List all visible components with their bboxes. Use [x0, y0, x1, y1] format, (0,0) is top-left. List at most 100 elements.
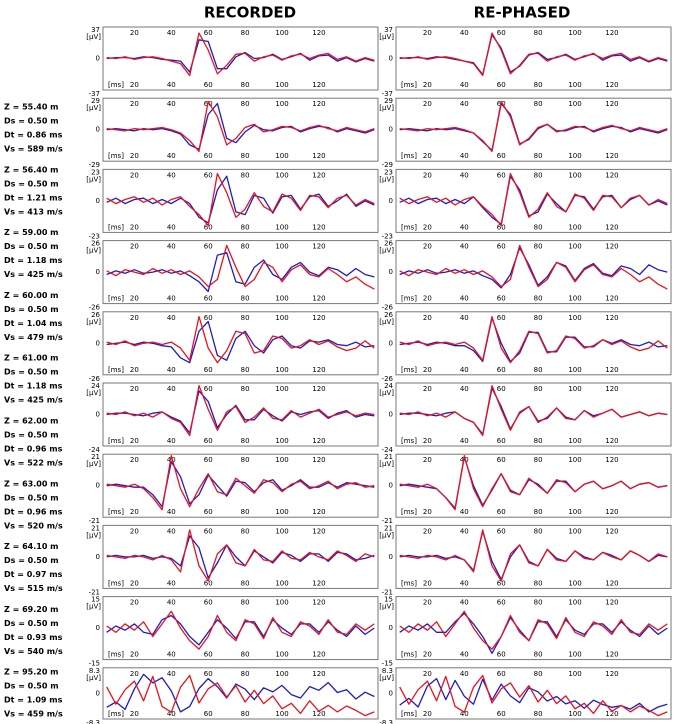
- x-tick-label: 60: [204, 599, 213, 607]
- x-tick-label: 40: [460, 508, 469, 516]
- waveform: [399, 100, 668, 153]
- row-label: Ds = 0.50 m: [4, 431, 59, 440]
- x-tick-label: 60: [204, 651, 213, 659]
- x-tick-label: 100: [275, 243, 288, 251]
- row-label: Vs = 522 m/s: [4, 459, 63, 468]
- x-axis-label: [ms]: [108, 710, 124, 718]
- row-label: Dt = 0.96 ms: [4, 507, 63, 516]
- y-tick-label: 15: [384, 596, 393, 604]
- x-tick-label: 80: [534, 710, 543, 718]
- row-label: Z = 55.40 m: [4, 103, 59, 112]
- waveform: [106, 244, 375, 290]
- x-tick-label: 120: [312, 670, 325, 678]
- y-tick-label: -15: [89, 660, 100, 668]
- waveform: [106, 100, 375, 153]
- y-tick-label: 37: [91, 26, 100, 34]
- x-tick-label: 20: [423, 152, 432, 160]
- x-tick-label: 80: [241, 100, 250, 108]
- x-tick-label: 40: [167, 456, 176, 464]
- x-tick-label: 100: [568, 152, 581, 160]
- x-tick-label: 20: [130, 508, 139, 516]
- x-tick-label: 40: [460, 29, 469, 37]
- x-tick-label: 40: [167, 670, 176, 678]
- waveform: [106, 674, 375, 717]
- x-tick-label: 40: [460, 599, 469, 607]
- waveform: [106, 535, 375, 579]
- row-label: Z = 69.20 m: [4, 605, 59, 614]
- y-tick-label: -23: [382, 232, 393, 240]
- row-label: Ds = 0.50 m: [4, 619, 59, 628]
- row-label: Vs = 479 m/s: [4, 333, 63, 342]
- y-tick-label: 0: [96, 126, 100, 134]
- x-tick-label: 100: [275, 437, 288, 445]
- x-tick-label: 40: [460, 710, 469, 718]
- x-tick-label: 100: [568, 508, 581, 516]
- panel: -26 0 26[µV] 20 20 40 40 60 60 80 80 100 100 120 120 [m…: [379, 311, 672, 383]
- y-tick-label: 0: [389, 411, 393, 419]
- x-tick-label: 60: [204, 508, 213, 516]
- x-tick-label: 20: [130, 710, 139, 718]
- panel: -15 0 15[µV] 20 20 40 40 60 60 80 80 100 100 120 120 [m…: [86, 596, 379, 668]
- x-tick-label: 80: [534, 152, 543, 160]
- x-tick-label: 60: [497, 710, 506, 718]
- x-axis-label: [ms]: [108, 81, 124, 89]
- x-tick-label: 20: [423, 527, 432, 535]
- x-tick-label: 120: [605, 366, 618, 374]
- x-tick-label: 40: [460, 243, 469, 251]
- x-tick-label: 40: [460, 171, 469, 179]
- x-tick-label: 100: [568, 29, 581, 37]
- row-label: Vs = 515 m/s: [4, 584, 63, 593]
- x-tick-label: 80: [534, 385, 543, 393]
- x-tick-label: 120: [605, 100, 618, 108]
- panel-frame: [395, 26, 672, 91]
- x-tick-label: 60: [204, 527, 213, 535]
- row-label: Z = 64.10 m: [4, 542, 59, 551]
- x-tick-label: 120: [605, 29, 618, 37]
- x-tick-label: 60: [204, 366, 213, 374]
- x-tick-label: 120: [605, 710, 618, 718]
- column-title: RECORDED: [204, 4, 296, 22]
- waveform: [106, 529, 375, 582]
- x-tick-label: 80: [534, 651, 543, 659]
- waveform: [106, 32, 375, 77]
- x-tick-label: 100: [275, 152, 288, 160]
- row-label: Ds = 0.50 m: [4, 305, 59, 314]
- y-tick-label: 0: [389, 624, 393, 632]
- x-tick-label: 100: [275, 366, 288, 374]
- x-axis-label: [ms]: [401, 651, 417, 659]
- x-tick-label: 20: [130, 456, 139, 464]
- x-tick-label: 20: [423, 437, 432, 445]
- x-tick-label: 80: [534, 579, 543, 587]
- x-tick-label: 20: [130, 579, 139, 587]
- x-tick-label: 60: [204, 171, 213, 179]
- x-tick-label: 60: [497, 29, 506, 37]
- y-tick-label: -23: [89, 232, 100, 240]
- y-tick-label: 0: [389, 339, 393, 347]
- x-tick-label: 80: [241, 152, 250, 160]
- x-tick-label: 120: [605, 579, 618, 587]
- y-axis-label: [µV]: [86, 247, 101, 255]
- x-tick-label: 40: [167, 152, 176, 160]
- y-tick-label: -26: [89, 304, 101, 312]
- x-tick-label: 60: [497, 295, 506, 303]
- x-axis-label: [ms]: [108, 152, 124, 160]
- row-label: Dt = 1.18 ms: [4, 256, 63, 265]
- x-tick-label: 60: [204, 579, 213, 587]
- x-tick-label: 80: [241, 579, 250, 587]
- x-tick-label: 100: [568, 651, 581, 659]
- y-tick-label: -21: [89, 588, 100, 596]
- x-tick-label: 120: [605, 152, 618, 160]
- x-axis-label: [ms]: [108, 295, 124, 303]
- x-tick-label: 120: [312, 100, 325, 108]
- x-tick-label: 120: [312, 171, 325, 179]
- y-tick-label: 0: [389, 689, 393, 697]
- x-tick-label: 60: [204, 437, 213, 445]
- x-tick-label: 60: [204, 81, 213, 89]
- y-tick-label: 0: [96, 624, 100, 632]
- x-tick-label: 40: [167, 81, 176, 89]
- row-label: Dt = 1.09 ms: [4, 696, 63, 705]
- x-tick-label: 100: [275, 508, 288, 516]
- y-tick-label: 24: [384, 382, 393, 390]
- x-tick-label: 100: [568, 171, 581, 179]
